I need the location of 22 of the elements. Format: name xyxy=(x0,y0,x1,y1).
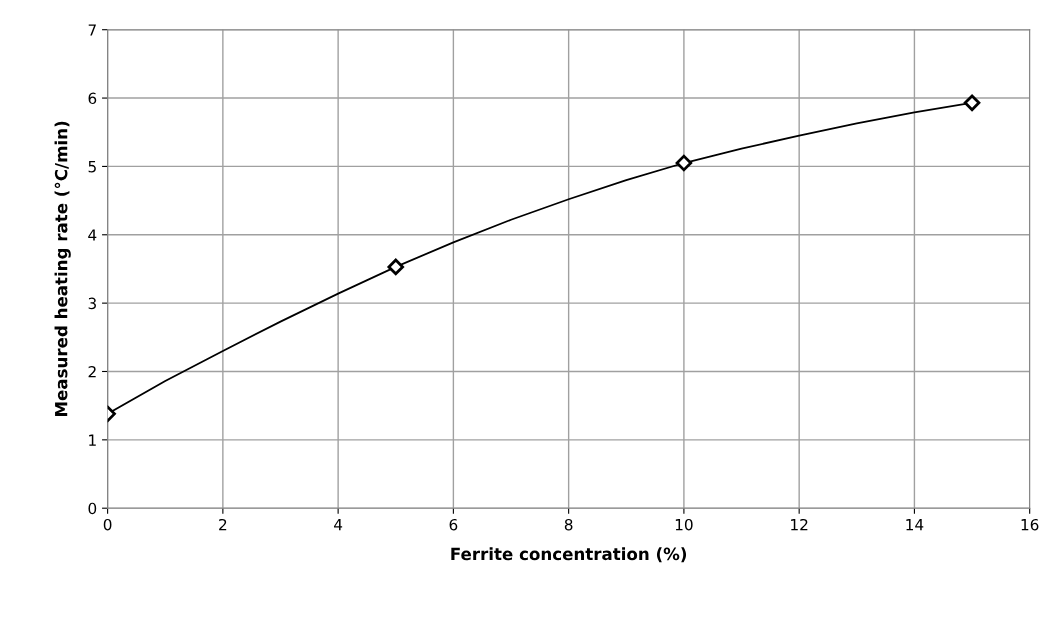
x-tick-label: 16 xyxy=(1021,518,1039,531)
x-tick-label: 4 xyxy=(334,519,343,531)
point xyxy=(675,154,693,172)
x-tick-label: 14 xyxy=(906,519,924,531)
point xyxy=(387,258,405,276)
y-tick-label: 2 xyxy=(88,365,96,378)
x-tick-label: 8 xyxy=(564,518,573,531)
x-axis-title: Ferrite concentration (%) xyxy=(451,547,687,563)
y-tick-label: 3 xyxy=(88,297,96,310)
x-tick-label: 10 xyxy=(675,518,693,531)
x-tick-label: 12 xyxy=(791,518,808,531)
y-axis-title: Measured heating rate (°C/min) xyxy=(54,121,71,417)
y-tick-label: 0 xyxy=(88,502,97,515)
x-tick-label: 6 xyxy=(449,518,458,531)
y-tick-label: 7 xyxy=(88,24,96,36)
x-tick-label: 0 xyxy=(103,518,112,531)
y-tick-label: 4 xyxy=(88,229,97,241)
y-tick-label: 6 xyxy=(88,92,97,105)
point xyxy=(963,94,981,112)
x-tick-label: 2 xyxy=(219,518,227,531)
y-tick-label: 1 xyxy=(89,434,96,446)
y-tick-label: 5 xyxy=(88,161,96,173)
